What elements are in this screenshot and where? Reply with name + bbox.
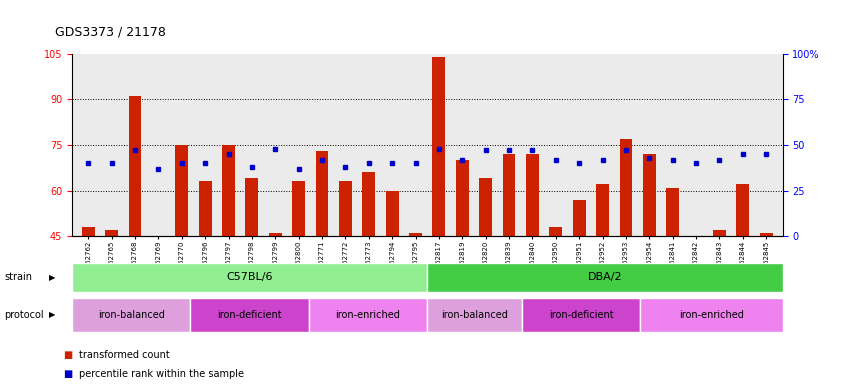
Bar — [596, 184, 609, 373]
Bar — [432, 57, 445, 373]
Bar — [316, 151, 328, 373]
Bar — [269, 233, 282, 373]
Text: ▶: ▶ — [49, 310, 56, 319]
Bar — [760, 233, 772, 373]
Bar — [362, 172, 376, 373]
Bar — [386, 190, 398, 373]
Bar — [640, 298, 783, 332]
Bar — [292, 182, 305, 373]
Bar — [152, 236, 165, 373]
Bar — [72, 298, 190, 332]
Bar — [713, 230, 726, 373]
Text: iron-deficient: iron-deficient — [549, 310, 613, 320]
Bar — [105, 230, 118, 373]
Bar — [503, 154, 515, 373]
Text: ▶: ▶ — [49, 273, 56, 282]
Bar — [129, 96, 141, 373]
Bar — [427, 298, 522, 332]
Bar — [736, 184, 750, 373]
Bar — [190, 298, 309, 332]
Bar — [522, 298, 640, 332]
Bar — [619, 139, 632, 373]
Bar — [427, 263, 783, 292]
Bar — [222, 145, 235, 373]
Bar — [526, 154, 539, 373]
Bar — [199, 182, 212, 373]
Bar — [82, 227, 95, 373]
Text: iron-balanced: iron-balanced — [441, 310, 508, 320]
Text: ■: ■ — [63, 369, 73, 379]
Bar — [667, 187, 679, 373]
Text: strain: strain — [4, 272, 32, 283]
Bar — [573, 200, 585, 373]
Bar — [643, 154, 656, 373]
Text: iron-enriched: iron-enriched — [336, 310, 400, 320]
Bar — [339, 182, 352, 373]
Text: ■: ■ — [63, 350, 73, 360]
Text: percentile rank within the sample: percentile rank within the sample — [79, 369, 244, 379]
Text: protocol: protocol — [4, 310, 44, 320]
Bar — [245, 179, 258, 373]
Text: iron-deficient: iron-deficient — [217, 310, 282, 320]
Bar — [175, 145, 188, 373]
Bar — [549, 227, 563, 373]
Text: transformed count: transformed count — [79, 350, 169, 360]
Bar — [72, 263, 427, 292]
Text: iron-enriched: iron-enriched — [679, 310, 744, 320]
Text: DBA/2: DBA/2 — [588, 272, 622, 283]
Text: C57BL/6: C57BL/6 — [227, 272, 272, 283]
Bar — [409, 233, 422, 373]
Text: GDS3373 / 21178: GDS3373 / 21178 — [55, 25, 166, 38]
Bar — [456, 160, 469, 373]
Bar — [689, 236, 702, 373]
Bar — [309, 298, 427, 332]
Bar — [479, 179, 492, 373]
Text: iron-balanced: iron-balanced — [97, 310, 165, 320]
